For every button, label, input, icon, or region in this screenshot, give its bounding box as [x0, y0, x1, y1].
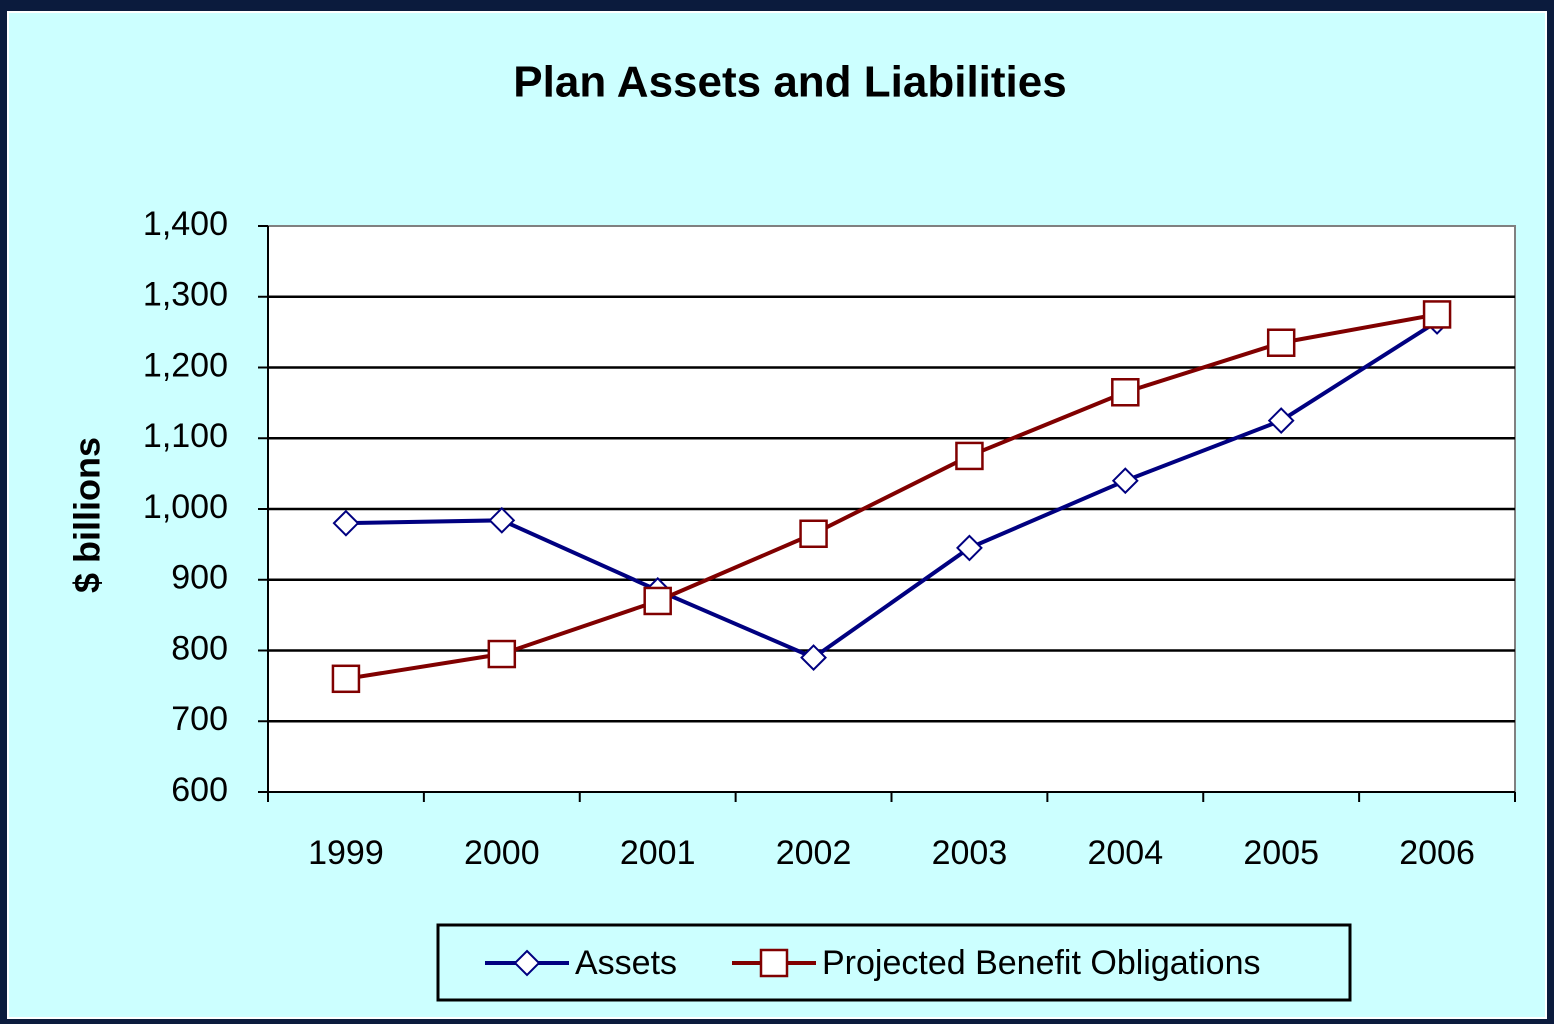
- legend-marker: [759, 948, 789, 978]
- x-tick-label: 2001: [620, 834, 696, 872]
- chart-title: Plan Assets and Liabilities: [513, 58, 1066, 107]
- x-tick-label: 2005: [1243, 834, 1319, 872]
- x-tick-label: 2000: [464, 834, 540, 872]
- y-tick-label: 1,100: [143, 417, 228, 455]
- point-marker: [487, 639, 517, 669]
- point-marker: [1422, 300, 1452, 329]
- point-marker: [956, 534, 983, 562]
- y-tick-label: 700: [171, 700, 228, 738]
- point-marker: [332, 509, 360, 537]
- y-tick-label: 1,200: [143, 346, 228, 384]
- x-tick-label: 2002: [776, 834, 852, 872]
- x-tick-label: 2003: [932, 834, 1008, 872]
- point-marker: [799, 519, 828, 549]
- y-tick-label: 800: [171, 629, 228, 667]
- point-marker: [331, 664, 361, 694]
- legend-marker: [513, 949, 541, 977]
- legend-label: Projected Benefit Obligations: [822, 944, 1260, 982]
- point-marker: [955, 441, 984, 471]
- x-tick-label: 2006: [1399, 834, 1475, 872]
- y-axis-label: $ billions: [67, 437, 108, 593]
- point-marker: [488, 506, 516, 534]
- y-tick-label: 1,000: [143, 488, 228, 526]
- point-marker: [1267, 407, 1295, 434]
- x-tick-label: 2004: [1087, 834, 1163, 872]
- series-line: [345, 319, 1439, 660]
- x-tick-label: 1999: [308, 834, 384, 872]
- y-tick-label: 900: [171, 559, 228, 597]
- point-marker: [1266, 328, 1296, 357]
- point-marker: [1111, 378, 1140, 407]
- y-tick-label: 1,400: [143, 205, 228, 243]
- series-line: [345, 312, 1438, 681]
- y-tick-label: 1,300: [143, 276, 228, 314]
- point-marker: [643, 586, 672, 616]
- legend-box: [436, 923, 1352, 1002]
- point-marker: [1111, 467, 1139, 495]
- point-marker: [800, 644, 827, 671]
- legend-label: Assets: [575, 944, 677, 982]
- y-tick-label: 600: [171, 771, 228, 809]
